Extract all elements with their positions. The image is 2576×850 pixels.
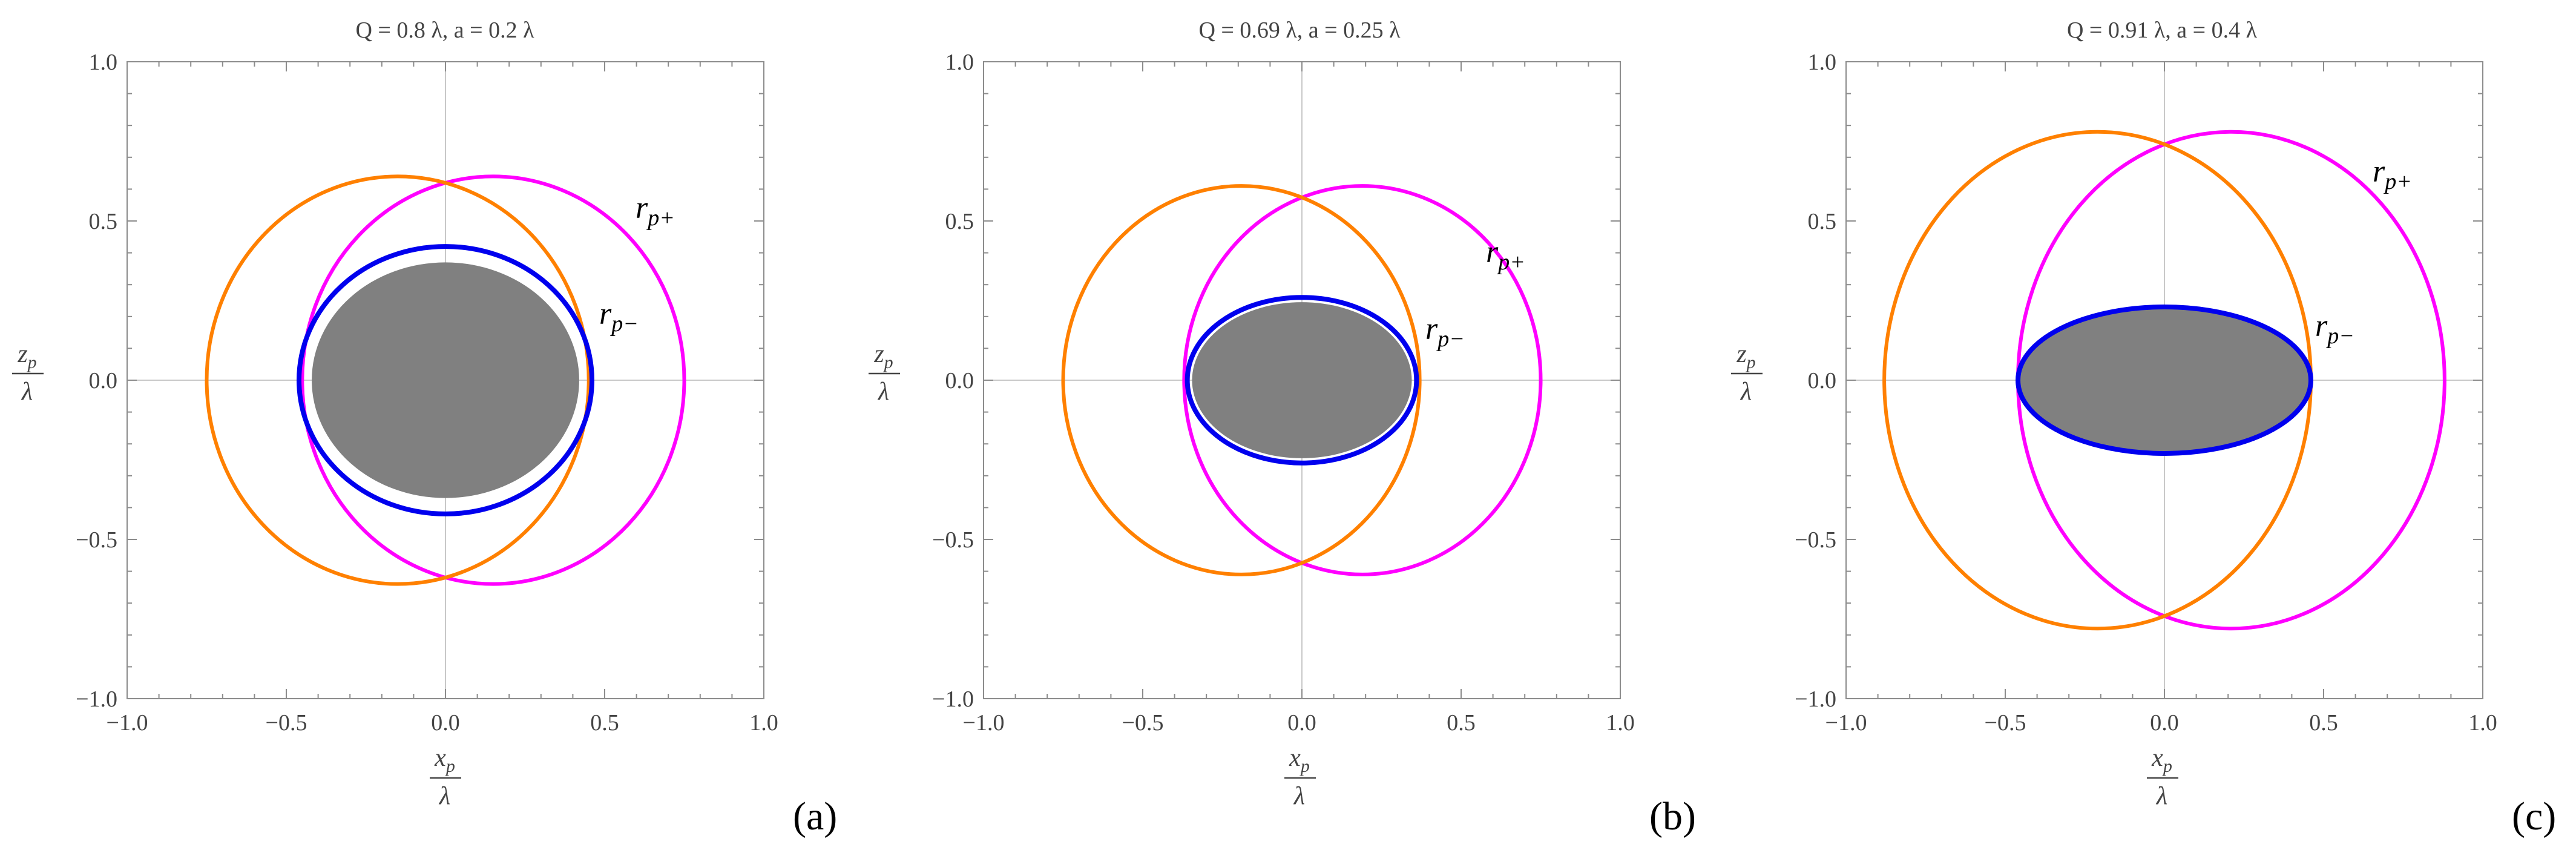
panel-title: Q = 0.8 λ, a = 0.2 λ: [355, 18, 534, 43]
x-tick-label: −0.5: [266, 710, 307, 736]
y-tick-label: 0.5: [945, 209, 974, 234]
curve-label-rp-minus: rp−: [2315, 309, 2354, 349]
y-tick-label: −0.5: [76, 527, 117, 553]
x-tick-label: 1.0: [1606, 710, 1635, 736]
x-tick-label: −1.0: [107, 710, 148, 736]
panel-title: Q = 0.91 λ, a = 0.4 λ: [2067, 18, 2258, 43]
curve-rp-minus: [2016, 305, 2313, 456]
curve-rp-minus: [297, 244, 594, 516]
y-tick-label: 0.5: [1808, 209, 1837, 234]
y-axis-label: zp λ: [869, 340, 900, 406]
shadow-region: [312, 262, 579, 498]
panel-title: Q = 0.69 λ, a = 0.25 λ: [1198, 18, 1401, 43]
y-tick-label: −1.0: [1795, 687, 1836, 712]
y-axis-label: zp λ: [1731, 340, 1763, 406]
y-tick-label: −1.0: [76, 687, 117, 712]
x-label-subscript: p: [445, 756, 455, 776]
x-label-subscript: p: [1300, 756, 1310, 776]
y-tick-label: 0.5: [89, 209, 118, 234]
x-tick-label: 0.0: [2150, 710, 2179, 736]
x-tick-label: 1.0: [749, 710, 778, 736]
svg-text:xp: xp: [434, 744, 455, 776]
shadow-region: [2019, 308, 2310, 452]
y-tick-label: 0.0: [945, 368, 974, 394]
y-label-numerator: z: [873, 340, 884, 368]
y-tick-label: −1.0: [932, 687, 974, 712]
x-label-denominator: λ: [438, 782, 450, 810]
y-tick-label: 1.0: [89, 50, 118, 75]
shadow-region: [1192, 302, 1412, 458]
x-label-numerator: x: [2151, 744, 2163, 772]
y-label-numerator: z: [1736, 340, 1746, 368]
plot-area: −1.0 −0.5 0.0 0.5 1.0 −1.0 −0.5 0.0 0.5 1.0: [76, 50, 778, 736]
curve-label-rp-plus: rp+: [1486, 235, 1525, 275]
y-tick-label: −0.5: [1795, 527, 1836, 553]
y-tick-label: 0.0: [1808, 368, 1837, 394]
y-label-denominator: λ: [1740, 378, 1752, 406]
x-tick-label: 0.0: [1287, 710, 1316, 736]
x-tick-label: 0.5: [2309, 710, 2338, 736]
curve-rp-minus: [1184, 295, 1419, 466]
plot-area: −1.0 −0.5 0.0 0.5 1.0 −1.0 −0.5 0.0 0.5 1.0: [1795, 50, 2497, 736]
x-axis-label: xp λ: [1284, 744, 1316, 810]
curve-orange: [1061, 184, 1422, 576]
y-tick-label: 1.0: [1808, 50, 1837, 75]
curve-label-rp-minus: rp−: [599, 297, 639, 337]
curve-rp-plus: [1182, 184, 1543, 576]
svg-text:zp: zp: [17, 340, 36, 372]
y-label-numerator: z: [17, 340, 27, 368]
x-tick-label: −1.0: [963, 710, 1005, 736]
y-tick-label: −0.5: [932, 527, 974, 553]
panel-letter: (a): [793, 794, 837, 838]
curve-label-rp-plus: rp+: [2373, 154, 2412, 194]
panel-letter: (b): [1649, 794, 1696, 838]
y-axis-label: zp λ: [12, 340, 44, 406]
x-label-subscript: p: [2162, 756, 2172, 776]
y-label-denominator: λ: [877, 378, 889, 406]
x-label-denominator: λ: [1293, 782, 1305, 810]
x-label-numerator: x: [434, 744, 446, 772]
svg-text:xp: xp: [2151, 744, 2172, 776]
curve-label-rp-minus: rp−: [1425, 312, 1465, 352]
x-tick-label: −0.5: [1985, 710, 2026, 736]
x-axis-label: xp λ: [430, 744, 461, 810]
y-tick-label: 1.0: [945, 50, 974, 75]
x-label-numerator: x: [1289, 744, 1301, 772]
x-tick-label: −1.0: [1825, 710, 1867, 736]
panel-a: Q = 0.8 λ, a = 0.2 λ −1.0 −0.5 0.0 0.5 1.0−1…: [12, 18, 837, 838]
y-label-subscript: p: [883, 352, 893, 372]
plot-area: −1.0 −0.5 0.0 0.5 1.0 −1.0 −0.5 0.0 0.5 1.0: [932, 50, 1635, 736]
x-tick-label: 1.0: [2468, 710, 2497, 736]
panel-letter: (c): [2512, 794, 2556, 838]
x-label-denominator: λ: [2155, 782, 2167, 810]
curve-orange: [205, 174, 591, 586]
curve-label-rp-plus: rp+: [636, 191, 675, 231]
y-label-subscript: p: [27, 352, 37, 372]
y-label-denominator: λ: [21, 378, 33, 406]
curve-rp-plus: [300, 174, 686, 586]
panel-b: Q = 0.69 λ, a = 0.25 λ −1.0 −0.5 0.0 0.5 1.0…: [869, 18, 1696, 838]
y-label-subscript: p: [1746, 352, 1756, 372]
x-tick-label: 0.0: [431, 710, 460, 736]
x-tick-label: −0.5: [1122, 710, 1164, 736]
x-tick-label: 0.5: [590, 710, 619, 736]
svg-text:zp: zp: [1736, 340, 1755, 372]
panel-c: Q = 0.91 λ, a = 0.4 λ −1.0 −0.5 0.0 0.5 1.0−…: [1731, 18, 2556, 838]
x-tick-label: 0.5: [1447, 710, 1476, 736]
svg-text:xp: xp: [1289, 744, 1310, 776]
y-tick-label: 0.0: [89, 368, 118, 394]
svg-text:zp: zp: [873, 340, 893, 372]
x-axis-label: xp λ: [2147, 744, 2178, 810]
